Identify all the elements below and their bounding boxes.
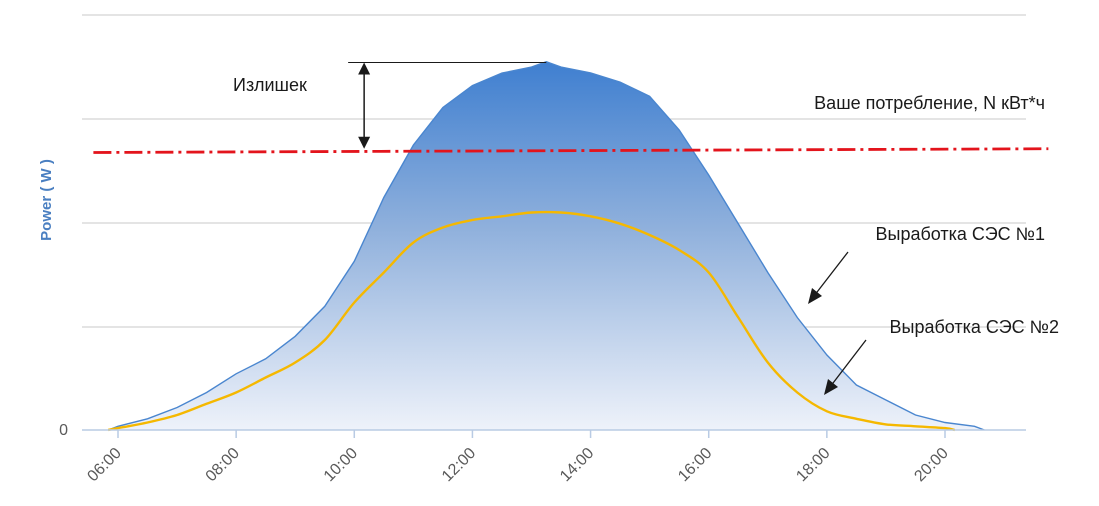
surplus-arrowhead-down — [358, 136, 371, 149]
series-2-pointer-head — [824, 379, 838, 395]
consumption-line — [93, 147, 1049, 154]
x-tick-label-5: 16:00 — [675, 445, 715, 485]
series-1-pointer-head — [808, 288, 822, 304]
annotations: Излишек Ваше потребление, N кВт*ч Выработк… — [233, 62, 1059, 395]
series-1-line — [107, 61, 985, 431]
series-1-area — [108, 61, 985, 431]
surplus-label: Излишек — [233, 75, 307, 95]
x-axis: 06:00 08:00 10:00 12:00 14:00 16:00 18:00 20:00… — [59, 422, 1026, 485]
surplus-arrowhead-up — [358, 62, 371, 75]
consumption-label: Ваше потребление, N кВт*ч — [814, 93, 1045, 113]
x-tick-label-2: 10:00 — [321, 445, 361, 485]
y-tick-label-0: 0 — [59, 422, 68, 439]
x-tick-label-1: 08:00 — [203, 445, 243, 485]
y-axis-label: Power ( W ) — [38, 159, 55, 241]
x-tick-label-4: 14:00 — [557, 445, 597, 485]
series-1-pointer-line — [813, 251, 849, 297]
series-2-pointer-line — [829, 339, 867, 388]
series-2-label: Выработка СЭС №2 — [890, 317, 1059, 337]
series-2-line — [107, 210, 956, 432]
series-layer — [93, 61, 1049, 432]
series-1-label: Выработка СЭС №1 — [876, 224, 1045, 244]
x-tick-label-0: 06:00 — [84, 445, 124, 485]
x-tick-label-6: 18:00 — [793, 445, 833, 485]
x-tick-label-7: 20:00 — [911, 445, 951, 485]
x-tick-label-3: 12:00 — [439, 445, 479, 485]
